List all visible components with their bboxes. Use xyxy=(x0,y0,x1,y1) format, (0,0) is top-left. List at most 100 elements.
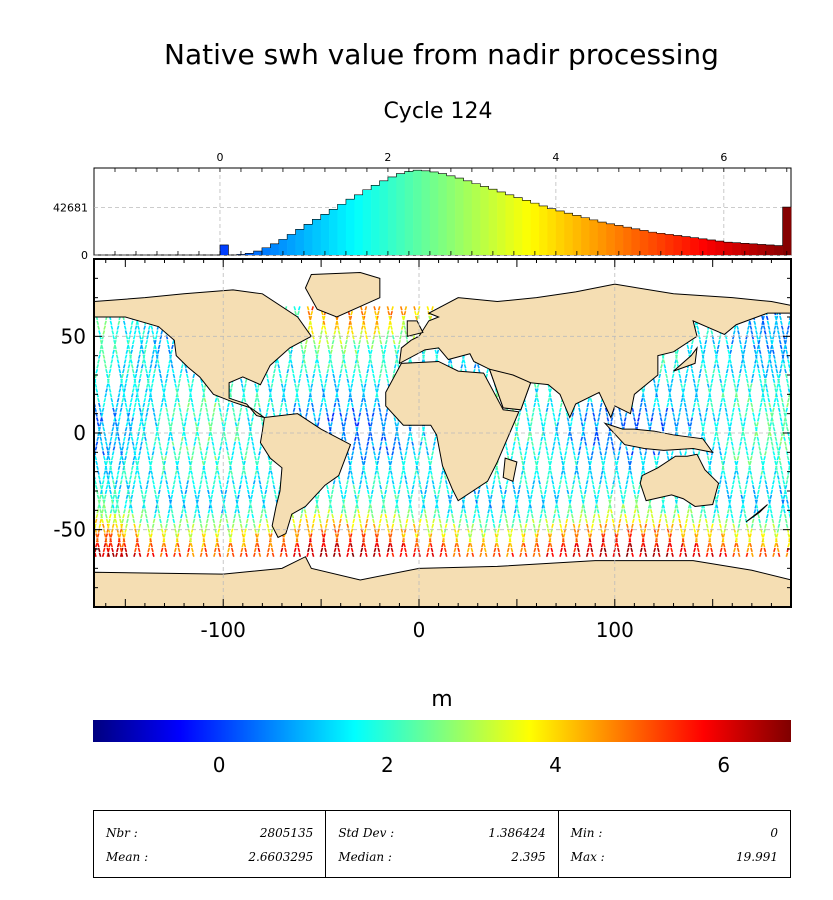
land-mass xyxy=(385,360,520,502)
stat-std-dev: Std Dev :1.386424 xyxy=(338,826,546,840)
histogram-bar xyxy=(320,214,330,255)
map-y-tick-label: 0 xyxy=(73,421,86,445)
stat-median: Median :2.395 xyxy=(338,850,546,864)
histogram-bar xyxy=(656,233,666,255)
histogram-x-tick-label: 4 xyxy=(552,151,559,164)
histogram-bar xyxy=(715,241,725,255)
histogram-bar xyxy=(480,186,489,255)
histogram-bar xyxy=(471,183,481,255)
histogram-bar xyxy=(354,194,364,255)
histogram-bar xyxy=(690,237,699,255)
land-mass xyxy=(488,368,532,411)
histogram-bar xyxy=(589,219,599,255)
histogram-bar xyxy=(765,244,775,255)
map-x-tick-label: -100 xyxy=(201,618,246,642)
histogram-bar xyxy=(371,185,380,255)
land-mass xyxy=(639,453,720,507)
chart-subtitle: Cycle 124 xyxy=(383,99,493,124)
histogram-bar xyxy=(673,235,683,255)
histogram-bar xyxy=(623,227,632,255)
histogram-bar xyxy=(505,194,515,255)
histogram-bar xyxy=(631,228,641,255)
histogram-y-tick-label: 0 xyxy=(81,249,88,262)
histogram-bar xyxy=(639,230,649,255)
histogram-bar xyxy=(362,189,372,255)
stats-column-count: Nbr :2805135 Mean :2.6603295 xyxy=(94,811,327,877)
histogram-bar xyxy=(539,205,548,255)
histogram-bar xyxy=(698,238,708,255)
histogram-bar xyxy=(581,217,590,255)
histogram-bar xyxy=(522,200,531,255)
histogram-bar xyxy=(421,170,431,255)
land-mass xyxy=(502,457,518,483)
histogram-bar xyxy=(446,175,456,255)
chart-canvas: 0 2 4 6 0 42681 -100 0 100 50 0 -50 m 0 2 4 6 xyxy=(53,151,792,777)
histogram-bar xyxy=(497,191,506,255)
histogram-bar xyxy=(345,199,355,255)
histogram-bar xyxy=(749,243,758,255)
histogram-bar xyxy=(455,178,464,255)
histogram-bar xyxy=(707,239,716,255)
colorbar-label: m xyxy=(431,687,452,712)
histogram-bar xyxy=(572,215,582,255)
land-mass xyxy=(603,422,714,454)
histogram-bar xyxy=(547,208,557,255)
histogram-bar xyxy=(614,225,624,255)
histogram-bar xyxy=(287,234,296,255)
land-mass xyxy=(259,413,352,539)
map-panel: -100 0 100 50 0 -50 xyxy=(53,258,792,642)
land-mass xyxy=(304,272,381,318)
histogram-bar xyxy=(312,219,322,255)
histogram-bar xyxy=(438,173,447,255)
histogram-bar xyxy=(387,176,397,255)
histogram-bar xyxy=(413,170,422,255)
histogram-bar xyxy=(278,239,288,255)
histogram-bar xyxy=(337,204,347,255)
stat-max: Max :19.991 xyxy=(570,850,778,864)
histogram-bar xyxy=(555,210,565,255)
histogram-panel: 0 2 4 6 0 42681 xyxy=(53,151,792,262)
histogram-bar xyxy=(513,197,523,255)
land-mass xyxy=(673,346,698,372)
stats-column-spread: Std Dev :1.386424 Median :2.395 xyxy=(326,811,559,877)
histogram-bar xyxy=(379,180,389,255)
histogram-y-tick-label: 42681 xyxy=(53,201,88,214)
histogram-bar xyxy=(597,222,607,255)
histogram-bar xyxy=(757,244,767,255)
histogram-bar xyxy=(261,247,271,255)
map-y-tick-label: 50 xyxy=(61,324,86,348)
stat-min: Min :0 xyxy=(570,826,778,840)
histogram-bar xyxy=(404,171,414,255)
chart-title: Native swh value from nadir processing xyxy=(164,38,719,71)
map-y-tick-label: -50 xyxy=(53,518,86,542)
map-x-tick-label: 0 xyxy=(413,618,426,642)
histogram-bar xyxy=(665,234,674,255)
histogram-outline xyxy=(94,169,791,256)
land-mass xyxy=(94,289,313,419)
histogram-bar xyxy=(648,232,657,255)
histogram-bar xyxy=(295,229,305,255)
histogram-bar xyxy=(530,203,540,255)
land-mass xyxy=(745,504,768,523)
colorbar: m 0 2 4 6 xyxy=(93,687,791,777)
histogram-bar xyxy=(219,244,229,255)
histogram-x-tick-label: 6 xyxy=(720,151,727,164)
stats-column-range: Min :0 Max :19.991 xyxy=(559,811,790,877)
histogram-bar xyxy=(488,189,498,255)
histogram-bar xyxy=(429,171,439,255)
stat-mean: Mean :2.6603295 xyxy=(106,850,314,864)
map-x-tick-label: 100 xyxy=(596,618,634,642)
histogram-x-tick-label: 2 xyxy=(384,151,391,164)
histogram-bar xyxy=(681,236,691,255)
statistics-table: Nbr :2805135 Mean :2.6603295 Std Dev :1.… xyxy=(93,810,791,878)
histogram-bar xyxy=(463,180,473,255)
colorbar-tick-label: 2 xyxy=(381,753,394,777)
land-mass xyxy=(94,556,791,607)
histogram-bar xyxy=(303,224,313,255)
colorbar-tick-label: 0 xyxy=(213,753,226,777)
stat-nbr: Nbr :2805135 xyxy=(106,826,314,840)
histogram-bar xyxy=(245,253,254,255)
histogram-bar xyxy=(564,213,573,255)
histogram-bar xyxy=(782,207,792,255)
colorbar-tick-label: 6 xyxy=(717,753,730,777)
